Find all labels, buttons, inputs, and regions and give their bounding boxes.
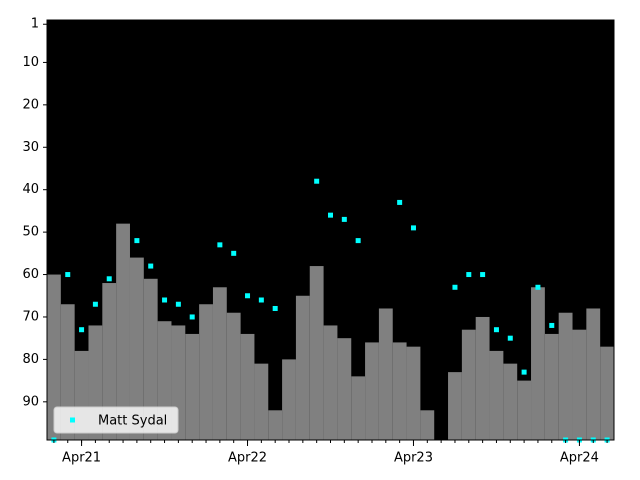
point — [314, 178, 320, 184]
bar — [268, 410, 283, 440]
point — [106, 276, 112, 282]
bar — [475, 316, 490, 440]
point — [258, 297, 264, 303]
point — [493, 327, 499, 333]
y-tick-label: 10 — [22, 55, 39, 70]
bar — [503, 363, 518, 440]
bar — [517, 380, 532, 440]
point — [466, 272, 472, 278]
bar — [143, 278, 158, 440]
bar — [226, 312, 241, 440]
x-tick-label: Apr22 — [228, 451, 267, 466]
legend-marker — [70, 417, 75, 423]
point — [231, 250, 237, 256]
point — [148, 263, 154, 269]
point — [549, 322, 555, 328]
bar — [116, 223, 130, 440]
point — [397, 199, 403, 205]
y-tick-label: 1 — [31, 17, 39, 32]
point — [521, 369, 527, 375]
x-tick-label: Apr23 — [394, 451, 433, 466]
x-tick-label: Apr21 — [62, 451, 101, 466]
bar — [420, 410, 435, 440]
bar — [558, 312, 573, 440]
y-tick-label: 80 — [22, 352, 39, 367]
point — [355, 238, 361, 244]
point — [189, 314, 195, 320]
point — [410, 225, 416, 231]
point — [507, 335, 513, 341]
bar — [323, 325, 338, 440]
bar — [309, 266, 324, 440]
bar — [199, 304, 213, 440]
point — [92, 301, 98, 307]
bar — [212, 287, 227, 440]
bar — [185, 333, 200, 440]
point — [175, 301, 181, 307]
bar — [47, 274, 61, 440]
bar — [351, 376, 366, 440]
legend-box — [53, 406, 179, 434]
bar — [392, 342, 407, 440]
bar — [600, 346, 614, 440]
legend-label: Matt Sydal — [98, 414, 167, 429]
point — [79, 327, 85, 333]
bar — [129, 257, 144, 440]
bar — [572, 329, 587, 440]
x-tick-label: Apr24 — [560, 451, 599, 466]
y-tick-label: 30 — [22, 140, 39, 155]
point — [134, 238, 140, 244]
bar — [448, 372, 462, 440]
point — [217, 242, 223, 248]
point — [65, 272, 71, 278]
bar — [544, 333, 559, 440]
bar — [531, 287, 545, 440]
y-tick-label: 60 — [22, 267, 39, 282]
bar — [254, 363, 269, 440]
bar — [240, 333, 255, 440]
bar — [461, 329, 476, 440]
point — [272, 305, 278, 311]
bar — [60, 304, 75, 440]
point — [535, 284, 541, 290]
bar — [337, 338, 352, 440]
y-tick-label: 40 — [22, 182, 39, 197]
y-tick-label: 90 — [22, 394, 39, 409]
y-tick-label: 50 — [22, 225, 39, 240]
point — [245, 293, 251, 299]
bar — [378, 308, 393, 440]
point — [162, 297, 168, 303]
point — [341, 216, 347, 222]
point — [480, 272, 486, 278]
y-tick-label: 20 — [22, 97, 39, 112]
bar — [282, 359, 296, 440]
point — [328, 212, 333, 218]
bar — [365, 342, 379, 440]
bar — [489, 350, 504, 440]
bar — [406, 346, 421, 440]
point — [452, 284, 458, 290]
bar — [586, 308, 601, 440]
bar — [295, 295, 310, 440]
bar — [102, 283, 117, 440]
y-tick-label: 70 — [22, 309, 39, 324]
